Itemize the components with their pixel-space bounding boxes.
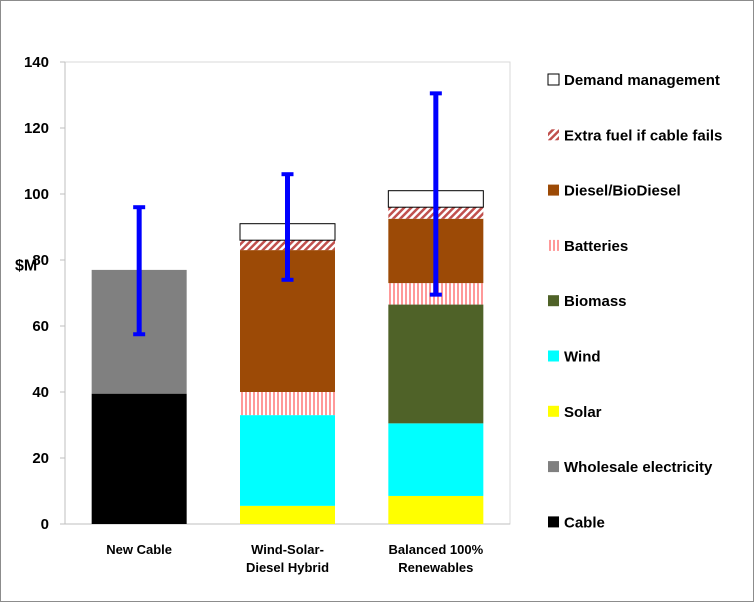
y-tick-label: 120 [24, 120, 49, 137]
legend-label-wholesale-electricity: Wholesale electricity [564, 459, 713, 476]
y-tick-label: 100 [24, 186, 49, 203]
legend-label-diesel-biodiesel: Diesel/BioDiesel [564, 183, 681, 200]
legend-label-biomass: Biomass [564, 293, 627, 310]
y-axis-title: $M [15, 257, 37, 274]
y-tick-label: 140 [24, 54, 49, 71]
bar-segment-solar [240, 505, 335, 524]
legend-swatch-cable [548, 516, 559, 528]
category-label: New Cable [106, 542, 172, 557]
bars [91, 190, 484, 524]
legend-label-solar: Solar [564, 404, 602, 421]
legend-swatch-extra-fuel-if-cable-fails [548, 129, 559, 141]
legend-label-extra-fuel-if-cable-fails: Extra fuel if cable fails [564, 127, 722, 144]
legend-label-demand-management: Demand management [564, 72, 720, 89]
y-tick-label: 60 [32, 318, 49, 335]
y-tick-label: 0 [41, 516, 49, 533]
legend-swatch-wind [548, 350, 559, 362]
bar-segment-wind [388, 423, 484, 496]
y-axis: 0 20 40 60 80 100 120 140 $M [15, 54, 510, 533]
legend-label-batteries: Batteries [564, 238, 628, 255]
bar-segment-batteries [240, 392, 335, 416]
bar-segment-cable [91, 393, 187, 524]
bar-segment-solar [388, 495, 484, 524]
legend-swatch-batteries [548, 239, 559, 251]
y-tick-label: 20 [32, 450, 49, 467]
category-label: Wind-Solar-Diesel Hybrid [246, 542, 329, 575]
legend-swatch-wholesale-electricity [548, 461, 559, 473]
y-tick-label: 80 [32, 252, 49, 269]
bar-segment-wind [240, 415, 335, 506]
legend-swatch-demand-management [547, 73, 560, 86]
bar-segment-biomass [388, 304, 484, 424]
error-bars [133, 91, 442, 337]
y-tick-label: 40 [32, 384, 49, 401]
legend-label-wind: Wind [564, 349, 601, 366]
x-axis-categories: New Cable Wind-Solar-Diesel Hybrid Balance… [106, 542, 483, 575]
legend: Demand management Extra fuel if cable fai… [547, 72, 722, 531]
legend-swatch-diesel-biodiesel [548, 184, 559, 196]
legend-swatch-solar [548, 405, 559, 417]
legend-swatch-biomass [548, 295, 559, 307]
category-label: Balanced 100% Renewables [388, 542, 483, 575]
legend-label-cable: Cable [564, 514, 605, 531]
